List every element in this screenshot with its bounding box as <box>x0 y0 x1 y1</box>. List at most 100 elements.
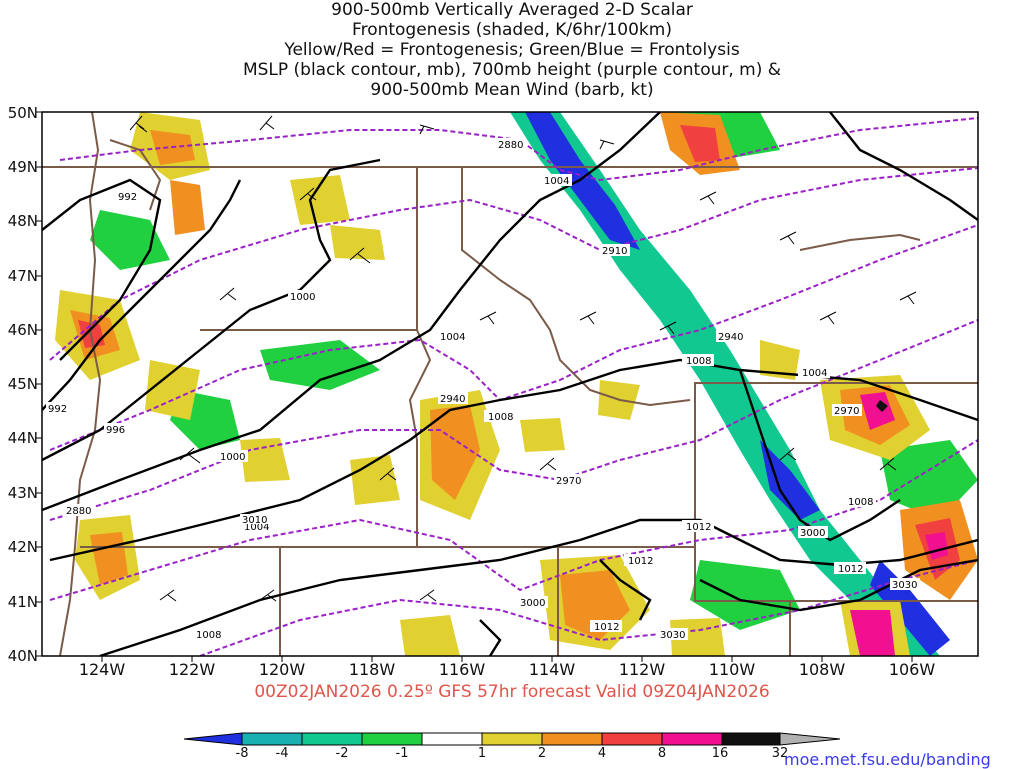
wind-barb <box>819 311 837 325</box>
mslp-contour-1012 <box>99 518 978 656</box>
title-line-1: 900-500mb Vertically Averaged 2-D Scalar <box>331 0 693 20</box>
mslp-contour-1004b <box>829 112 978 221</box>
height-label-12: 3010 <box>240 514 270 526</box>
wind-barb <box>129 115 148 133</box>
frontolysis-core-north <box>525 112 640 250</box>
svg-text:1012: 1012 <box>838 564 863 575</box>
mslp-contour-1008b <box>738 369 901 542</box>
svg-text:992: 992 <box>118 192 137 203</box>
lon-label-116w: 116W <box>438 660 486 679</box>
svg-text:3010: 3010 <box>242 515 267 526</box>
svg-text:1008: 1008 <box>848 497 873 508</box>
svg-text:3030: 3030 <box>660 630 685 641</box>
orange-area-10 <box>170 180 205 235</box>
colorbar-segment <box>481 732 543 746</box>
height-contour-3000 <box>49 439 978 601</box>
colorbar-low-triangle <box>183 732 243 746</box>
height-label-7: 3000 <box>798 526 828 539</box>
green-area-6 <box>880 440 978 520</box>
svg-text:2910: 2910 <box>602 246 627 257</box>
lat-label-44n: 44N <box>7 429 38 447</box>
utah-wyoming-colorado-border <box>694 547 978 602</box>
svg-text:2970: 2970 <box>556 476 581 487</box>
yellow-area-12 <box>330 225 385 260</box>
svg-text:1012: 1012 <box>686 522 711 533</box>
lon-label-106w: 106W <box>888 660 936 679</box>
wind-barb <box>779 231 797 245</box>
colorbar-label: -4 <box>275 746 289 761</box>
lon-label-108w: 108W <box>798 660 846 679</box>
credit-link[interactable]: moe.met.fsu.edu/banding <box>784 750 991 769</box>
colorbar-label: 2 <box>537 746 547 761</box>
svg-text:3030: 3030 <box>892 580 917 591</box>
height-label-10: 3030 <box>890 578 920 591</box>
colorbar-label: 16 <box>711 746 729 761</box>
wind-barb <box>779 447 797 461</box>
title-line-4: MSLP (black contour, mb), 700mb height (… <box>242 60 782 80</box>
mslp-label-16: 1012 <box>682 520 714 533</box>
title-line-2: Frontogenesis (shaded, K/6hr/100km) <box>352 20 672 40</box>
mslp-label-5: 1012 <box>624 554 656 567</box>
mslp-label-3: 1004 <box>540 174 572 187</box>
svg-text:2940: 2940 <box>440 394 465 405</box>
wind-barb <box>349 247 371 264</box>
green-area-2 <box>260 340 380 390</box>
axis-ticks <box>36 111 913 662</box>
wind-barb <box>379 467 397 481</box>
svg-text:2880: 2880 <box>66 506 91 517</box>
height-label-4: 2940 <box>438 392 468 405</box>
lat-label-40n: 40N <box>7 647 38 665</box>
wind-barb <box>299 187 317 201</box>
green-area-4 <box>90 210 170 270</box>
colorbar-segment <box>601 732 663 746</box>
colorbar-segment <box>721 732 781 746</box>
lat-label-46n: 46N <box>7 321 38 339</box>
yellow-area-14 <box>760 340 800 380</box>
lon-label-114w: 114W <box>528 660 576 679</box>
wind-barbs <box>129 115 917 602</box>
svg-text:1012: 1012 <box>628 556 653 567</box>
mslp-label-12: 1008 <box>844 495 876 508</box>
colorbar-segment <box>541 732 603 746</box>
lat-label-43n: 43N <box>7 484 38 502</box>
svg-text:1004: 1004 <box>802 368 827 379</box>
frontolysis-core-mid <box>760 440 820 520</box>
svg-text:2880: 2880 <box>498 140 523 151</box>
svg-text:1008: 1008 <box>488 412 513 423</box>
mslp-label-13: 1012 <box>834 562 866 575</box>
wind-barb <box>899 291 917 305</box>
mslp-label-15: 1008 <box>192 628 224 641</box>
lat-label-50n: 50N <box>7 104 38 122</box>
svg-text:1004: 1004 <box>440 332 465 343</box>
mslp-contour-1012b <box>699 558 978 612</box>
mslp-contour-1004 <box>42 112 661 512</box>
mslp-contour-992 <box>42 178 162 361</box>
mslp-label-9: 1004 <box>436 330 468 343</box>
contour-labels: 992 1000 1004 1008 1012 996 992 1000 100… <box>46 138 920 641</box>
wind-barb <box>259 115 275 131</box>
svg-text:996: 996 <box>106 425 125 436</box>
colorbar-label: 32 <box>771 746 789 761</box>
colorbar-segment <box>241 732 303 746</box>
mslp-contour-small-b <box>599 559 652 621</box>
north-dakota-line <box>799 233 921 251</box>
black-area-6 <box>876 400 888 412</box>
lon-label-124w: 124W <box>78 660 126 679</box>
mslp-label-10: 1008 <box>484 410 516 423</box>
lon-label-118w: 118W <box>348 660 396 679</box>
puget-sound <box>109 139 162 211</box>
wind-barb <box>879 457 897 471</box>
height-label-5: 2970 <box>554 474 584 487</box>
height-label-1: 2880 <box>496 138 526 151</box>
height-contour-3030 <box>199 559 978 656</box>
yellow-area-16 <box>520 418 565 452</box>
svg-text:1004: 1004 <box>244 522 269 533</box>
colorbar-label: 4 <box>597 746 607 761</box>
lat-label-42n: 42N <box>7 538 38 556</box>
mslp-label-11: 1004 <box>798 366 830 379</box>
height-label-6: 2970 <box>832 404 862 417</box>
red-area-4 <box>680 125 720 162</box>
lon-label-112w: 112W <box>618 660 666 679</box>
mslp-label-4: 1008 <box>682 354 714 367</box>
